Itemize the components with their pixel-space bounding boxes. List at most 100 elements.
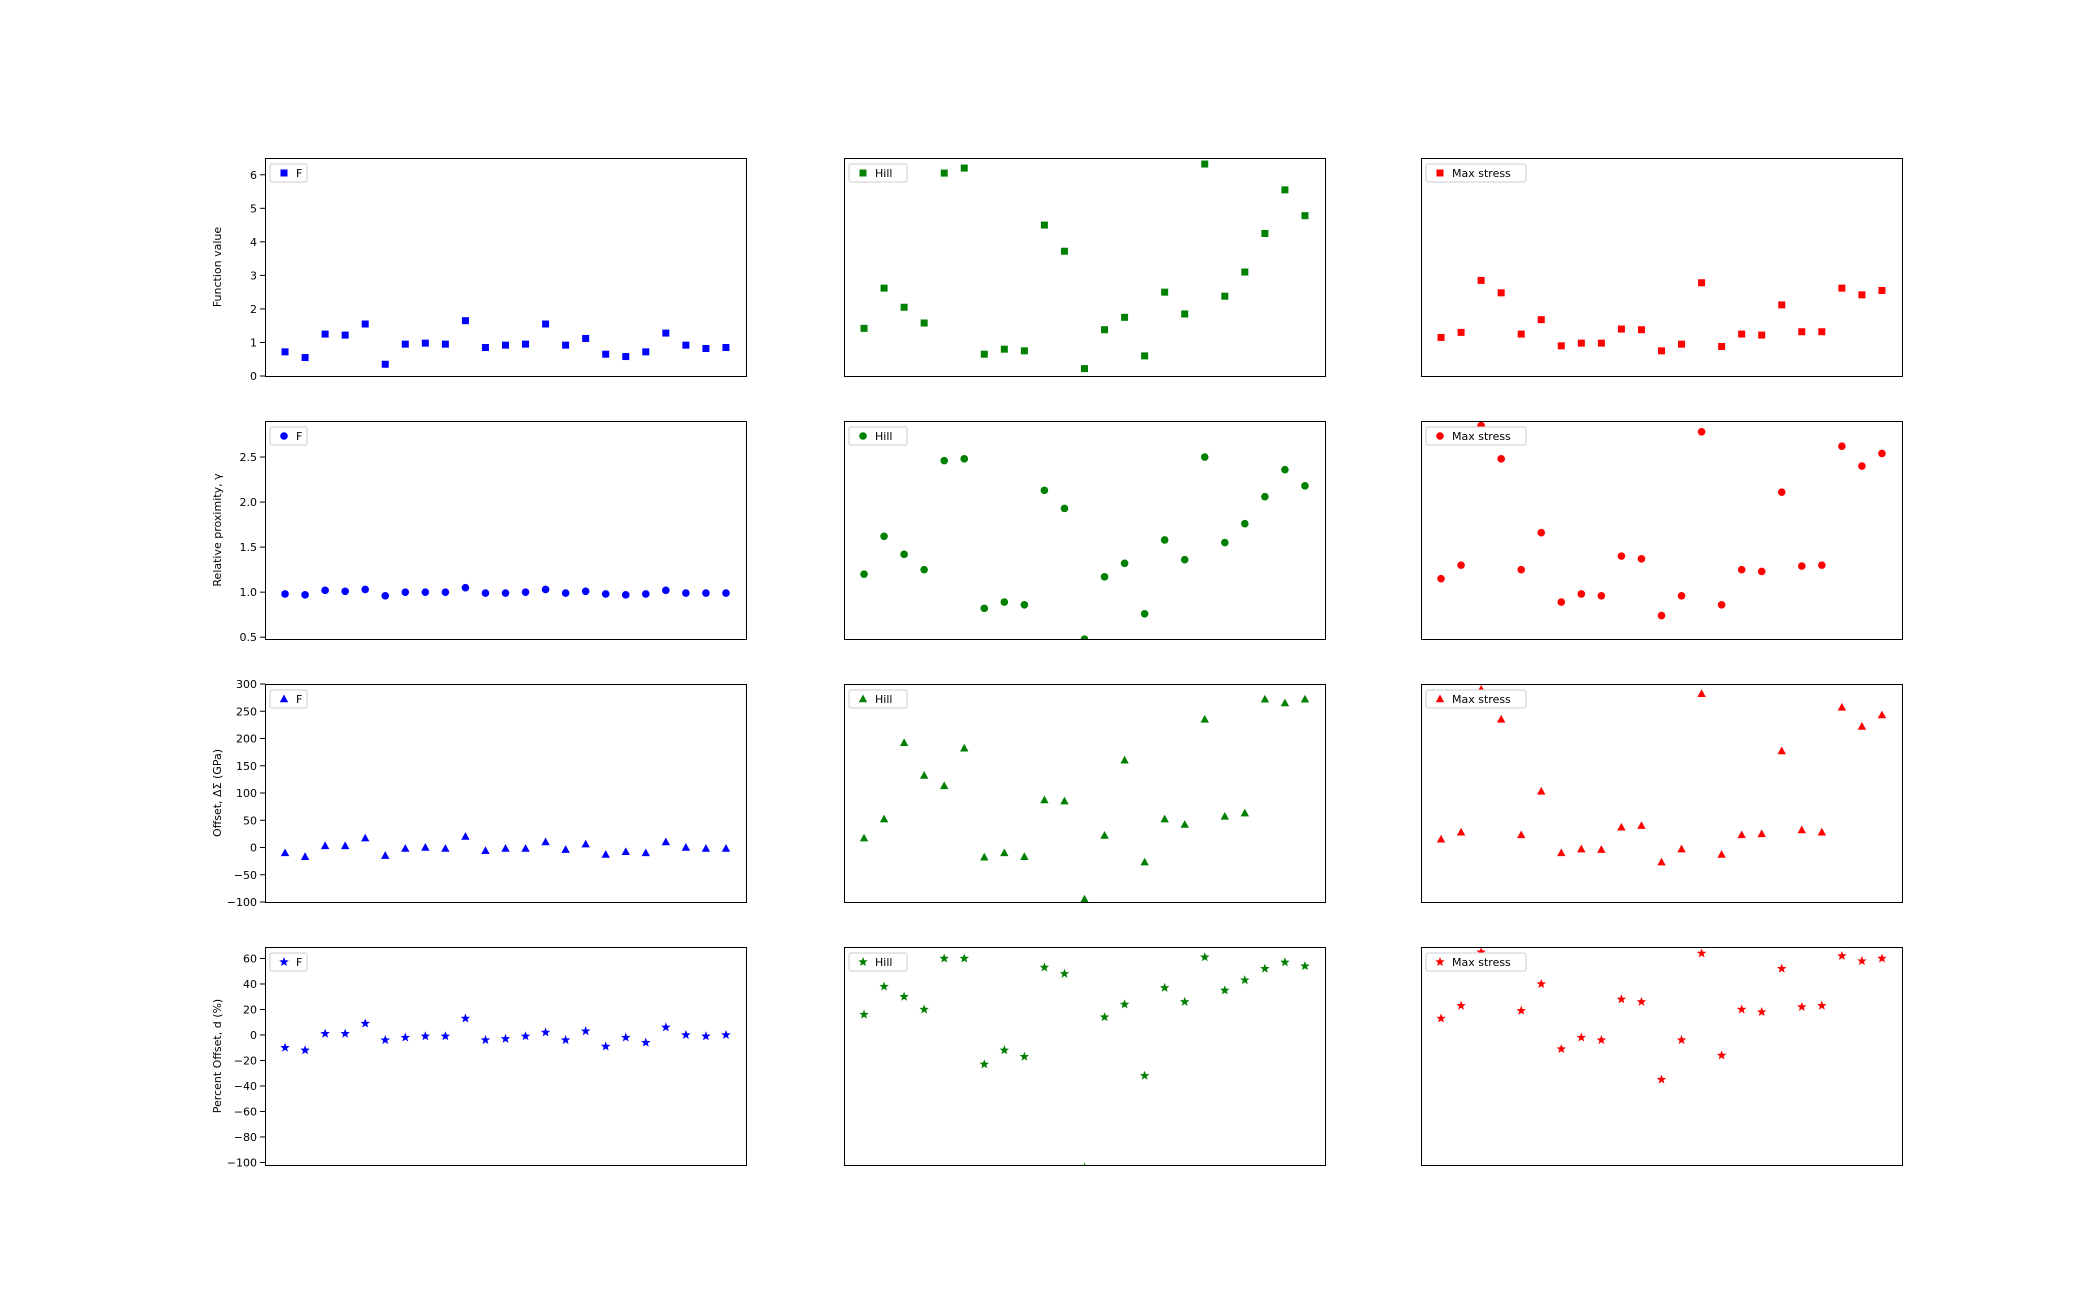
data-point xyxy=(582,334,590,342)
data-point xyxy=(281,348,289,356)
legend-box xyxy=(1425,426,1527,446)
legend-label: Hill xyxy=(875,167,892,180)
data-point xyxy=(1040,795,1049,804)
data-point xyxy=(1019,1051,1030,1061)
data-point xyxy=(1557,598,1566,606)
data-point xyxy=(1878,286,1886,294)
data-point xyxy=(620,1032,631,1042)
data-point xyxy=(461,832,470,840)
y-axis-label: Relative proximity, γ xyxy=(211,473,224,587)
data-point xyxy=(642,348,650,356)
data-point xyxy=(1000,345,1008,353)
legend-box xyxy=(1425,952,1527,972)
subplot-r3-c1: Hill xyxy=(844,947,1326,1166)
data-point xyxy=(1060,504,1069,513)
y-tick-label: 2.5 xyxy=(240,451,258,464)
data-point xyxy=(860,570,868,578)
data-point xyxy=(701,844,711,852)
data-point xyxy=(421,339,429,347)
data-point xyxy=(1437,574,1445,583)
data-point xyxy=(1040,221,1048,229)
data-point xyxy=(1220,985,1230,995)
data-point xyxy=(320,1028,330,1038)
legend-label: Max stress xyxy=(1452,693,1511,706)
data-point xyxy=(1677,844,1686,853)
y-tick-label: 40 xyxy=(243,978,257,991)
data-point xyxy=(1300,961,1310,971)
data-point xyxy=(1221,292,1229,300)
data-point xyxy=(600,1041,611,1051)
data-point xyxy=(919,771,929,779)
data-point xyxy=(1180,555,1189,564)
data-point xyxy=(421,588,430,596)
data-point xyxy=(641,590,650,598)
y-tick-label: 0 xyxy=(250,1029,257,1042)
axes-frame xyxy=(844,158,1326,377)
data-point xyxy=(441,844,450,852)
scatter-series xyxy=(860,453,1309,639)
data-point xyxy=(522,340,530,348)
data-point xyxy=(360,1018,370,1028)
data-point xyxy=(1697,689,1706,698)
data-point xyxy=(1857,722,1867,730)
data-point xyxy=(1637,555,1646,563)
data-point xyxy=(900,303,908,311)
data-point xyxy=(340,1028,350,1038)
data-point xyxy=(1597,591,1606,600)
data-point xyxy=(661,1022,671,1032)
legend: Hill xyxy=(848,163,908,183)
data-point xyxy=(1797,825,1806,834)
data-point xyxy=(500,1033,511,1043)
data-point xyxy=(420,1031,431,1041)
data-point xyxy=(1756,1007,1767,1017)
data-point xyxy=(1240,808,1250,817)
data-point xyxy=(1537,316,1545,324)
data-point xyxy=(481,343,489,351)
data-point xyxy=(1060,796,1069,805)
data-point xyxy=(1878,449,1886,458)
y-tick-label: 2 xyxy=(250,303,257,316)
data-point xyxy=(1818,328,1826,336)
y-tick-label: −20 xyxy=(234,1054,257,1067)
data-point xyxy=(1837,950,1847,960)
data-point xyxy=(321,586,329,595)
data-point xyxy=(1577,339,1585,347)
data-point xyxy=(1241,519,1249,528)
data-point xyxy=(561,845,570,853)
data-point xyxy=(1100,831,1109,839)
data-point xyxy=(541,585,550,594)
legend-label: F xyxy=(296,430,302,443)
data-point xyxy=(361,833,370,842)
data-point xyxy=(1179,996,1190,1006)
legend: Max stress xyxy=(1425,163,1527,183)
subplot-r3-c0: −100 −80 −60 −40 −20 0 20 40 60 Percent Offset, d… xyxy=(211,947,747,1169)
legend-box xyxy=(269,426,308,446)
data-point xyxy=(1657,611,1666,620)
data-point xyxy=(1497,455,1505,463)
data-point xyxy=(1817,827,1827,836)
subplot-r0-c2: Max stress xyxy=(1421,158,1903,377)
data-point xyxy=(281,590,289,598)
legend-marker xyxy=(280,169,288,177)
data-point xyxy=(621,847,630,856)
data-point xyxy=(501,844,510,852)
data-point xyxy=(341,331,349,339)
legend-marker xyxy=(1435,957,1445,967)
y-tick-label: −100 xyxy=(227,896,257,909)
data-point xyxy=(999,1045,1010,1055)
data-point xyxy=(1161,288,1169,296)
legend-marker xyxy=(1436,432,1444,440)
data-point xyxy=(561,589,570,597)
data-point xyxy=(401,844,410,852)
data-point xyxy=(702,344,710,352)
data-point xyxy=(502,341,509,349)
data-point xyxy=(480,1035,491,1045)
data-point xyxy=(1837,702,1847,711)
data-point xyxy=(601,850,610,858)
subplot-r0-c0: 0 1 2 3 4 5 6 Function value F xyxy=(211,158,747,383)
data-point xyxy=(280,1042,290,1052)
data-point xyxy=(1240,975,1250,985)
data-point xyxy=(1199,952,1210,962)
data-point xyxy=(879,814,889,823)
data-point xyxy=(1556,1043,1567,1054)
